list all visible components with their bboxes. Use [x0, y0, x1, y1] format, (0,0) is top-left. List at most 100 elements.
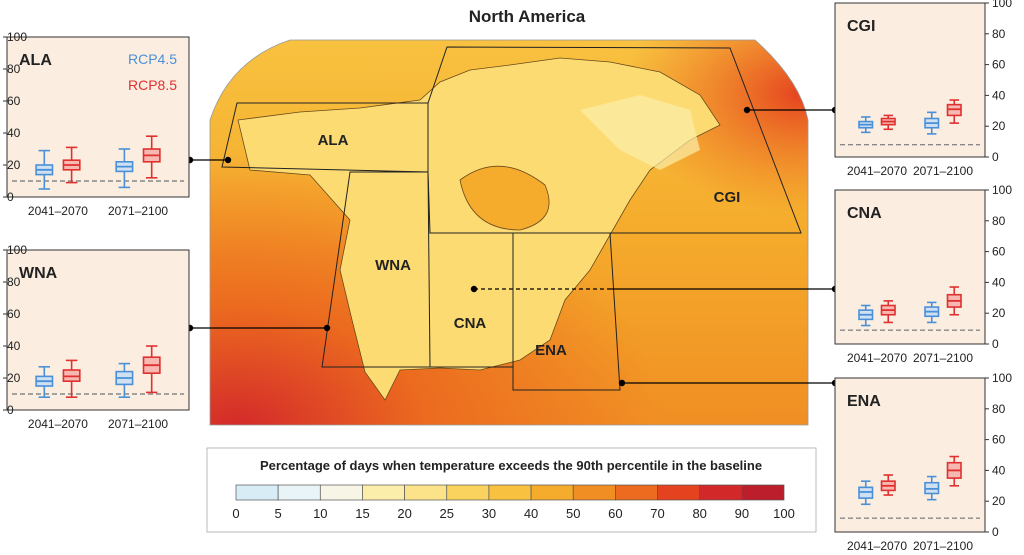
y-tick-label: 0 [7, 190, 14, 204]
box-rcp85 [880, 474, 896, 496]
y-tick-label: 60 [992, 58, 1006, 72]
y-tick-label: 100 [992, 0, 1012, 10]
box-rcp85 [142, 135, 161, 179]
colorbar-tick-label: 30 [482, 506, 496, 521]
y-tick-label: 20 [7, 371, 21, 385]
panel-background [834, 2, 986, 158]
panel-title: ENA [847, 393, 881, 410]
colorbar-swatch [615, 484, 658, 501]
box-rcp85 [142, 345, 161, 394]
colorbar-tick-label: 0 [232, 506, 239, 521]
box-rcp45 [924, 111, 940, 135]
y-tick-label: 60 [992, 245, 1006, 259]
y-tick-label: 100 [992, 183, 1012, 197]
region-outlines [221, 46, 802, 391]
colorbar-tick-label: 90 [735, 506, 749, 521]
x-tick-label: 2041–2070 [28, 204, 88, 218]
box-rcp85 [62, 359, 81, 399]
y-tick-label: 40 [992, 275, 1006, 289]
map-label-cgi: CGI [714, 189, 741, 206]
map-label-wna: WNA [375, 257, 411, 274]
colorbar-swatch [404, 484, 448, 501]
y-tick-label: 20 [992, 119, 1006, 133]
colorbar-legend: Percentage of days when temperature exce… [206, 447, 817, 533]
box-rcp85 [946, 455, 962, 487]
map-label-ena: ENA [535, 342, 567, 359]
box-rcp45 [858, 116, 874, 134]
colorbar-swatch [319, 484, 363, 501]
y-tick-label: 80 [7, 62, 21, 76]
colorbar-swatch [488, 484, 532, 501]
colorbar-tick-label: 15 [355, 506, 369, 521]
box-rcp45 [35, 149, 54, 190]
region-labels: ALA CGI WNA CNA ENA [318, 132, 741, 359]
y-tick-label: 20 [992, 494, 1006, 508]
box-rcp45 [858, 304, 874, 327]
colorbar-swatch [446, 484, 490, 501]
x-tick-label: 2041–2070 [847, 351, 907, 365]
panel-title: CGI [847, 18, 875, 35]
colorbar-swatch [277, 484, 321, 501]
colorbar-tick-label: 50 [566, 506, 580, 521]
box-rcp45 [858, 480, 874, 506]
y-tick-label: 100 [7, 30, 27, 44]
y-tick-label: 0 [7, 403, 14, 417]
x-tick-label: 2071–2100 [108, 204, 168, 218]
panel-title: ALA [19, 52, 52, 69]
legend-rcp85: RCP8.5 [128, 77, 177, 93]
boxplot-panel-ala: 0 20 40 60 80 100 ALA RCP4.5 RCP8.5 2041–2070 2071… [3, 30, 190, 218]
y-tick-label: 100 [7, 243, 27, 257]
panel-title: CNA [847, 205, 882, 222]
y-tick-label: 80 [992, 214, 1006, 228]
colorbar-tick-label: 25 [440, 506, 454, 521]
colorbar-tick-label: 5 [275, 506, 282, 521]
colorbar-swatch [530, 484, 574, 501]
y-tick-label: 100 [992, 371, 1012, 385]
map-label-ala: ALA [318, 132, 349, 149]
y-tick-label: 20 [992, 306, 1006, 320]
figure-title: North America [469, 7, 586, 26]
boxplot-panel-cgi: 0 20 40 60 80 100 CGI 2041–2070 2071–2100 [834, 0, 1012, 178]
y-tick-label: 0 [992, 337, 999, 351]
panel-title: WNA [19, 265, 58, 282]
colorbar-swatch [657, 484, 701, 501]
box-rcp85 [946, 99, 962, 124]
x-tick-label: 2041–2070 [847, 164, 907, 178]
legend-rcp45: RCP4.5 [128, 51, 177, 67]
map-label-cna: CNA [454, 315, 487, 332]
colorbar-tick-label: 40 [524, 506, 538, 521]
colorbar-swatch [572, 484, 616, 501]
colorbar-tick-label: 100 [773, 506, 795, 521]
colorbar-swatch [741, 484, 785, 501]
box-rcp45 [924, 475, 940, 501]
boxplot-panel-cna: 0 20 40 60 80 100 CNA 2041–2070 2071–2100 [834, 183, 1012, 365]
x-tick-label: 2041–2070 [847, 539, 907, 553]
y-tick-label: 40 [7, 126, 21, 140]
colorbar-tick-label: 60 [608, 506, 622, 521]
boxplot-panel-ena: 0 20 40 60 80 100 ENA 2041–2070 2071–2100 [834, 371, 1012, 553]
box-rcp85 [62, 146, 81, 184]
colorbar-tick-label: 10 [313, 506, 327, 521]
x-tick-label: 2071–2100 [913, 351, 973, 365]
colorbar-swatch [699, 484, 743, 501]
map-frame [209, 39, 809, 426]
box-rcp85 [946, 286, 962, 316]
y-tick-label: 20 [7, 158, 21, 172]
colorbar: 0 5 10 15 20 25 30 40 50 60 70 80 90 100 [232, 484, 795, 521]
y-tick-label: 0 [992, 525, 999, 539]
box-rcp85 [880, 114, 896, 131]
y-tick-label: 60 [992, 433, 1006, 447]
colorbar-tick-label: 70 [650, 506, 664, 521]
labrador-light-area [580, 95, 700, 170]
hudson-bay [459, 165, 550, 231]
colorbar-tick-label: 20 [397, 506, 411, 521]
x-tick-label: 2071–2100 [108, 417, 168, 431]
box-rcp45 [115, 148, 134, 189]
colorbar-tick-label: 80 [692, 506, 706, 521]
x-tick-label: 2071–2100 [913, 539, 973, 553]
box-rcp45 [115, 362, 134, 399]
y-tick-label: 60 [7, 307, 21, 321]
x-tick-label: 2071–2100 [913, 164, 973, 178]
y-tick-label: 80 [992, 27, 1006, 41]
